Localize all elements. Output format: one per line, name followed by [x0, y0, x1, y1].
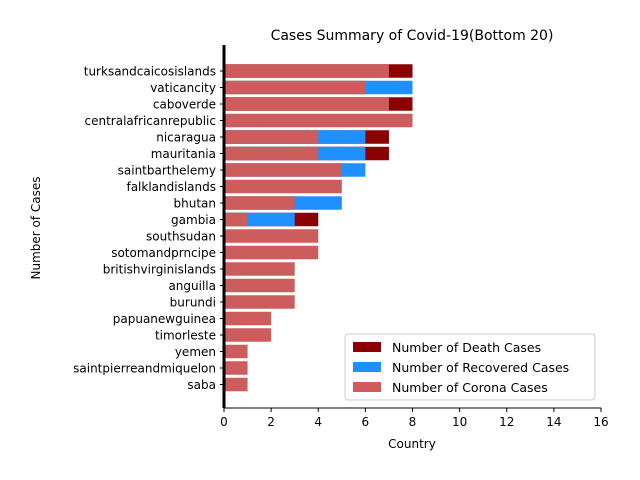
bar-number-of-corona-cases-yemen — [224, 344, 248, 359]
legend-swatch-number-of-recovered-cases — [353, 362, 381, 372]
bar-number-of-corona-cases-centralafricanrepublic — [224, 113, 413, 128]
bar-number-of-corona-cases-caboverde — [224, 97, 389, 111]
x-tick-label: 4 — [314, 415, 322, 429]
y-tick-label: saintbarthelemy — [118, 164, 216, 178]
bar-number-of-corona-cases-gambia — [224, 212, 248, 227]
bar-number-of-corona-cases-papuanewguinea — [224, 311, 272, 326]
y-tick-label: anguilla — [168, 279, 216, 293]
legend-label-number-of-corona-cases: Number of Corona Cases — [392, 380, 548, 395]
bar-number-of-corona-cases-bhutan — [224, 196, 295, 210]
y-tick-label: burundi — [170, 296, 216, 310]
bar-number-of-corona-cases-mauritania — [224, 146, 319, 161]
y-tick-label: nicaragua — [156, 131, 216, 145]
x-tick-label: 0 — [220, 415, 228, 429]
x-tick-label: 10 — [452, 415, 467, 429]
bar-number-of-corona-cases-vaticancity — [224, 80, 366, 95]
x-tick-label: 2 — [267, 415, 275, 429]
bar-number-of-corona-cases-burundi — [224, 295, 295, 309]
y-tick-label: saintpierreandmiquelon — [73, 362, 216, 376]
y-axis-label: Number of Cases — [29, 176, 43, 279]
bar-number-of-corona-cases-saintpierreandmiquelon — [224, 361, 248, 375]
bar-number-of-corona-cases-anguilla — [224, 278, 295, 293]
bars-layer — [224, 64, 413, 392]
legend-box — [344, 333, 596, 401]
y-tick-label: bhutan — [174, 197, 217, 211]
legend: Number of Death Cases Number of Recovered… — [344, 333, 596, 401]
y-tick-label: yemen — [175, 345, 216, 359]
x-tick-label: 8 — [409, 415, 417, 429]
x-tick-label: 14 — [546, 415, 561, 429]
bar-number-of-corona-cases-timorleste — [224, 328, 272, 342]
x-tick-label: 6 — [362, 415, 370, 429]
chart-title: Cases Summary of Covid-19(Bottom 20) — [271, 28, 554, 44]
y-tick-label: turksandcaicosislands — [84, 65, 216, 79]
y-tick-label: southsudan — [146, 230, 216, 244]
bar-number-of-corona-cases-sotomandprncipe — [224, 245, 319, 260]
y-tick-label: centralafricanrepublic — [85, 114, 216, 128]
y-tick-label: mauritania — [151, 147, 216, 161]
y-tick-label: caboverde — [153, 98, 216, 112]
legend-label-number-of-recovered-cases: Number of Recovered Cases — [392, 360, 569, 375]
bar-number-of-corona-cases-turksandcaicosislands — [224, 64, 389, 78]
bar-number-of-corona-cases-britishvirginislands — [224, 262, 295, 276]
y-tick-label: vaticancity — [150, 81, 216, 95]
bar-number-of-corona-cases-falklandislands — [224, 179, 342, 194]
y-tick-label: timorleste — [155, 329, 216, 343]
y-tick-label: gambia — [171, 213, 216, 227]
bar-number-of-corona-cases-saba — [224, 377, 248, 392]
y-tick-label: falklandislands — [126, 180, 216, 194]
legend-swatch-number-of-death-cases — [353, 342, 381, 352]
bar-number-of-corona-cases-nicaragua — [224, 130, 319, 144]
bar-number-of-corona-cases-southsudan — [224, 229, 319, 243]
x-tick-label: 12 — [499, 415, 514, 429]
legend-swatch-number-of-corona-cases — [353, 382, 381, 392]
y-tick-label: saba — [187, 378, 216, 392]
y-tick-label: papuanewguinea — [113, 312, 216, 326]
y-tick-label: sotomandprncipe — [111, 246, 216, 260]
x-tick-label: 16 — [593, 415, 608, 429]
x-axis-label: Country — [388, 437, 436, 451]
bar-number-of-corona-cases-saintbarthelemy — [224, 163, 342, 177]
legend-label-number-of-death-cases: Number of Death Cases — [392, 340, 541, 355]
axes-layer: turksandcaicosislands vaticancity caboverd… — [73, 45, 609, 429]
y-tick-label: britishvirginislands — [103, 263, 216, 277]
